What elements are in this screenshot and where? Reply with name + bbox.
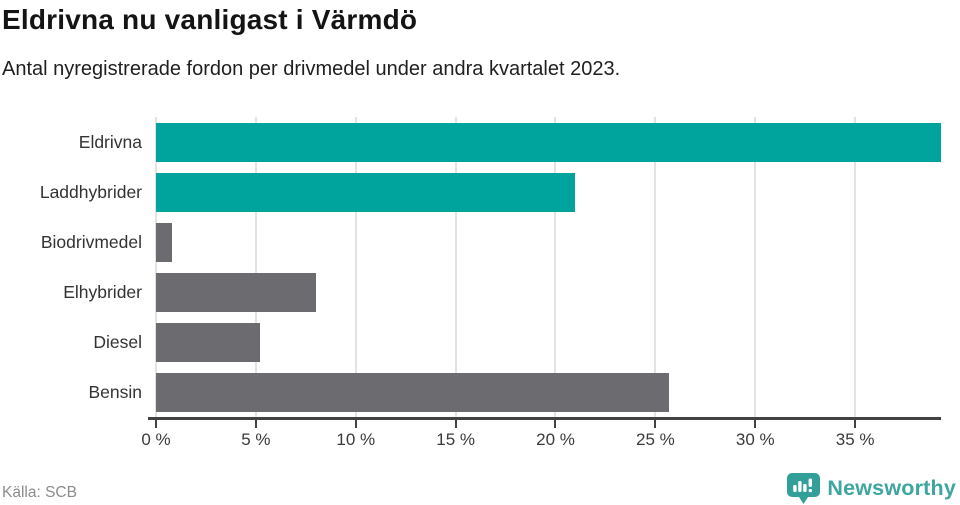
bar-laddhybrider (156, 172, 576, 212)
x-tick-10 (354, 420, 357, 428)
gridline-25 (654, 117, 657, 417)
gridline-15 (454, 117, 457, 417)
category-label-diesel: Diesel (93, 332, 142, 352)
x-tick-label-10: 10 % (336, 430, 376, 449)
bar-bensin (156, 372, 670, 412)
bar-biodrivmedel (156, 222, 172, 262)
x-tick-label-25: 25 % (635, 430, 675, 449)
chart-subtitle: Antal nyregistrerade fordon per drivmede… (2, 58, 621, 80)
category-label-elhybrider: Elhybrider (63, 282, 142, 302)
x-tick-label-20: 20 % (536, 430, 575, 449)
gridline-10 (354, 117, 357, 417)
x-tick-label-30: 30 % (735, 430, 775, 449)
category-label-biodrivmedel: Biodrivmedel (40, 232, 142, 252)
plot-area (155, 117, 941, 417)
gridline-30 (754, 117, 757, 417)
x-tick-25 (654, 420, 657, 428)
gridline-0 (155, 117, 157, 417)
category-label-laddhybrider: Laddhybrider (39, 182, 142, 202)
x-tick-label-5: 5 % (241, 430, 271, 449)
x-tick-5 (254, 420, 257, 428)
x-tick-35 (854, 420, 857, 428)
category-label-eldrivna: Eldrivna (78, 132, 142, 152)
x-tick-20 (554, 420, 557, 428)
category-label-bensin: Bensin (88, 382, 142, 402)
chart-title: Eldrivna nu vanligast i Värmdö (2, 4, 418, 35)
category-axis: Eldrivna Laddhybrider Biodrivmedel Elhybrid… (0, 117, 142, 417)
gridline-5 (254, 117, 257, 417)
newsworthy-logo-icon (787, 473, 821, 504)
bar-diesel (156, 322, 260, 362)
brand-name: Newsworthy (827, 476, 956, 500)
x-axis-line (148, 417, 941, 420)
brand-footer: Newsworthy (787, 473, 956, 504)
x-tick-30 (754, 420, 757, 428)
gridline-20 (554, 117, 557, 417)
gridline-35 (854, 117, 857, 417)
bar-eldrivna (156, 122, 941, 162)
x-tick-15 (454, 420, 457, 428)
x-tick-0 (155, 420, 157, 428)
x-tick-label-35: 35 % (835, 430, 875, 449)
x-tick-label-0: 0 % (141, 430, 171, 449)
x-tick-label-15: 15 % (436, 430, 475, 449)
source-note: Källa: SCB (2, 484, 77, 501)
bar-elhybrider (156, 272, 316, 312)
